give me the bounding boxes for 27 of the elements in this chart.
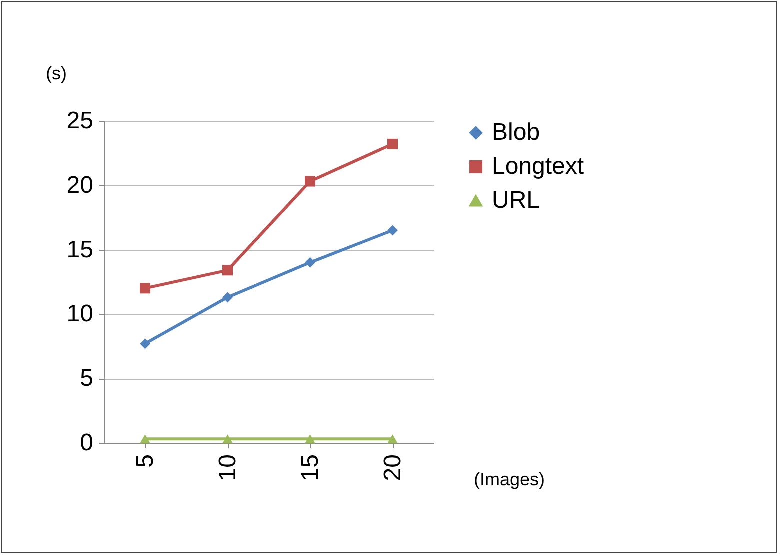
legend-label: Blob (492, 119, 540, 146)
legend-label: URL (492, 187, 540, 214)
point (222, 434, 233, 444)
point (388, 225, 398, 236)
point (140, 338, 150, 350)
legend-label: Longtext (492, 153, 584, 180)
point (222, 292, 233, 303)
x-tick-label: 5 (132, 454, 159, 468)
x-tick-label: 10 (214, 454, 242, 482)
y-tick-label: 0 (80, 430, 94, 456)
point (140, 434, 150, 444)
y-tick-label: 20 (66, 172, 94, 199)
point (222, 265, 233, 276)
y-tick-label: 5 (80, 365, 94, 392)
point (305, 176, 316, 187)
point (140, 283, 150, 294)
point (305, 434, 316, 444)
point (305, 257, 316, 268)
y-tick-label: 15 (66, 236, 94, 264)
y-tick-label: 10 (66, 300, 94, 328)
point (388, 138, 398, 150)
x-axis-title: (Images) (474, 470, 546, 490)
point (388, 434, 398, 444)
x-tick-label: 20 (379, 454, 406, 482)
y-axis-title: (s) (46, 64, 67, 84)
y-tick-label: 25 (66, 108, 94, 134)
x-tick-label: 15 (296, 454, 324, 482)
